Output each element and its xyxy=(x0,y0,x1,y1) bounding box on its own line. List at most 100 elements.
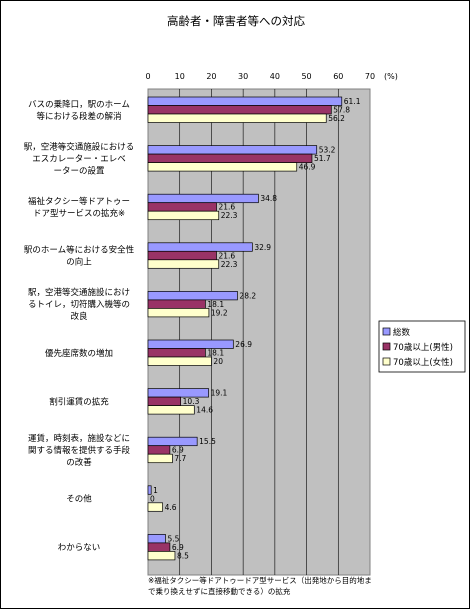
bar-series-1-cat-1 xyxy=(147,96,343,106)
x-tick-label-60: 60 xyxy=(333,72,343,81)
data-label-series-3-cat-4: 22.3 xyxy=(221,260,238,269)
category-label-9-line-1: その他 xyxy=(66,494,92,505)
data-label-series-2-cat-7: 10.3 xyxy=(183,397,200,406)
category-label-1-line-2: 等における段差の解消 xyxy=(36,111,121,122)
bar-series-3-cat-5 xyxy=(147,308,210,318)
bar-series-2-cat-3 xyxy=(147,202,217,212)
data-label-series-2-cat-4: 21.6 xyxy=(219,251,236,260)
data-label-series-2-cat-8: 6.9 xyxy=(172,446,184,455)
bar-series-2-cat-7 xyxy=(147,396,182,406)
chart-title: 高齢者・障害者等への対応 xyxy=(167,14,305,28)
data-label-series-2-cat-6: 18.1 xyxy=(207,349,224,358)
bar-series-3-cat-4 xyxy=(147,259,220,269)
data-label-series-1-cat-1: 61.1 xyxy=(344,97,361,106)
x-tick-label-30: 30 xyxy=(238,72,248,81)
bar-series-1-cat-7 xyxy=(147,388,209,398)
bar-series-1-cat-6 xyxy=(147,339,234,349)
data-label-series-1-cat-10: 5.5 xyxy=(167,534,179,543)
legend-label-1: 総数 xyxy=(393,327,411,338)
bar-series-1-cat-10 xyxy=(147,534,166,544)
bar-series-3-cat-1 xyxy=(147,113,327,123)
bar-series-3-cat-10 xyxy=(147,551,176,561)
data-label-series-3-cat-2: 46.9 xyxy=(299,163,316,172)
x-tick-label-70: 70 xyxy=(365,72,375,81)
bar-series-1-cat-5 xyxy=(147,291,238,301)
category-label-5-line-3: 改良 xyxy=(70,311,88,322)
bar-series-2-cat-8 xyxy=(147,445,171,455)
category-label-7-line-1: 割引運賃の拡充 xyxy=(49,396,109,407)
data-label-series-3-cat-6: 20 xyxy=(213,357,223,366)
bar-series-1-cat-4 xyxy=(147,242,253,252)
x-tick-label-0: 0 xyxy=(145,72,150,81)
bars xyxy=(147,96,343,561)
bar-series-3-cat-3 xyxy=(147,210,220,221)
data-label-series-1-cat-2: 53.2 xyxy=(319,146,336,155)
footnote: ※福祉タクシー等ドアトゥードア型サービス（出発地から目的地まで乗り換えせずに直接… xyxy=(148,575,372,596)
category-label-6-line-1: 優先座席数の増加 xyxy=(45,348,113,359)
data-label-series-1-cat-8: 15.5 xyxy=(199,437,216,446)
bar-series-1-cat-8 xyxy=(147,436,198,447)
bar-series-2-cat-10 xyxy=(147,542,171,552)
bar-series-3-cat-2 xyxy=(147,162,298,172)
bar-series-2-cat-4 xyxy=(147,250,217,261)
category-label-10-line-1: わからない xyxy=(58,543,101,553)
bar-series-1-cat-9 xyxy=(147,485,152,495)
data-label-series-2-cat-9: 0 xyxy=(150,494,155,503)
category-labels: バスの乗降口，駅のホーム等における段差の解消駅，空港等交通施設におけるエスカレー… xyxy=(24,99,135,553)
category-label-8-line-2: 関する情報を提供する手段 xyxy=(28,445,131,456)
data-label-series-3-cat-1: 56.2 xyxy=(328,114,345,123)
category-label-3-line-1: 福祉タクシー等ドアトゥー xyxy=(28,196,130,207)
footnote-line-2: で乗り換えせずに直接移動できる）の拡充 xyxy=(148,586,291,596)
data-label-series-2-cat-1: 57.8 xyxy=(333,106,350,115)
data-label-series-2-cat-10: 6.9 xyxy=(172,543,184,552)
data-label-series-1-cat-5: 28.2 xyxy=(239,291,256,300)
bar-series-3-cat-6 xyxy=(147,356,212,366)
category-label-2-line-1: 駅，空港等交通施設における xyxy=(24,141,135,152)
data-label-series-3-cat-8: 7.7 xyxy=(174,454,186,463)
bar-series-3-cat-7 xyxy=(147,405,195,415)
category-label-5-line-2: るトイレ，切符購入機等の xyxy=(28,299,130,310)
data-label-series-2-cat-5: 18.1 xyxy=(207,300,224,309)
bar-series-1-cat-3 xyxy=(147,193,259,204)
data-label-series-3-cat-5: 19.2 xyxy=(211,308,228,317)
bar-series-2-cat-5 xyxy=(147,299,206,309)
category-label-8-line-3: の改善 xyxy=(66,457,92,468)
category-label-4-line-2: の向上 xyxy=(66,257,92,268)
data-label-series-3-cat-7: 14.6 xyxy=(196,406,213,415)
category-label-4-line-1: 駅のホーム等における安全性 xyxy=(24,245,135,256)
bar-series-3-cat-9 xyxy=(147,502,163,512)
category-label-2-line-2: エスカレーター・エレベ xyxy=(32,154,126,164)
legend-box xyxy=(378,320,466,373)
category-label-3-line-2: ドア型サービスの拡充※ xyxy=(33,208,125,219)
data-label-series-3-cat-10: 8.5 xyxy=(177,551,189,560)
data-label-series-3-cat-3: 22.3 xyxy=(221,211,238,220)
bar-series-1-cat-2 xyxy=(147,145,318,155)
data-label-series-2-cat-3: 21.6 xyxy=(219,203,236,212)
legend-swatch-1 xyxy=(382,327,391,336)
bar-series-3-cat-8 xyxy=(147,453,173,464)
data-label-series-1-cat-7: 19.1 xyxy=(211,389,228,398)
x-tick-label-10: 10 xyxy=(175,72,185,81)
bar-series-2-cat-6 xyxy=(147,348,206,358)
bar-series-2-cat-2 xyxy=(147,153,313,163)
data-label-series-3-cat-9: 4.6 xyxy=(165,503,177,512)
x-tick-label-20: 20 xyxy=(206,72,216,81)
x-tick-label-40: 40 xyxy=(270,72,280,81)
category-label-5-line-1: 駅，空港等交通施設におけ xyxy=(28,287,130,298)
legend-label-3: 70歳以上(女性) xyxy=(393,357,453,368)
data-labels: 61.153.234.832.928.226.919.115.515.557.8… xyxy=(150,97,361,560)
x-axis-unit-label: (%) xyxy=(384,72,398,81)
x-axis-ticks: 0 10 20 30 40 50 60 70 xyxy=(145,72,375,81)
data-label-series-1-cat-6: 26.9 xyxy=(235,340,252,349)
legend: 総数 70歳以上(男性) 70歳以上(女性) xyxy=(378,320,466,373)
data-label-series-1-cat-9: 1 xyxy=(153,486,158,495)
data-label-series-1-cat-4: 32.9 xyxy=(254,243,271,252)
data-label-series-2-cat-2: 51.7 xyxy=(314,154,331,163)
legend-swatch-2 xyxy=(382,342,391,351)
legend-label-2: 70歳以上(男性) xyxy=(393,342,453,353)
x-tick-label-50: 50 xyxy=(301,72,311,81)
bar-series-2-cat-1 xyxy=(147,105,332,115)
category-label-1-line-1: バスの乗降口，駅のホーム xyxy=(28,99,130,110)
